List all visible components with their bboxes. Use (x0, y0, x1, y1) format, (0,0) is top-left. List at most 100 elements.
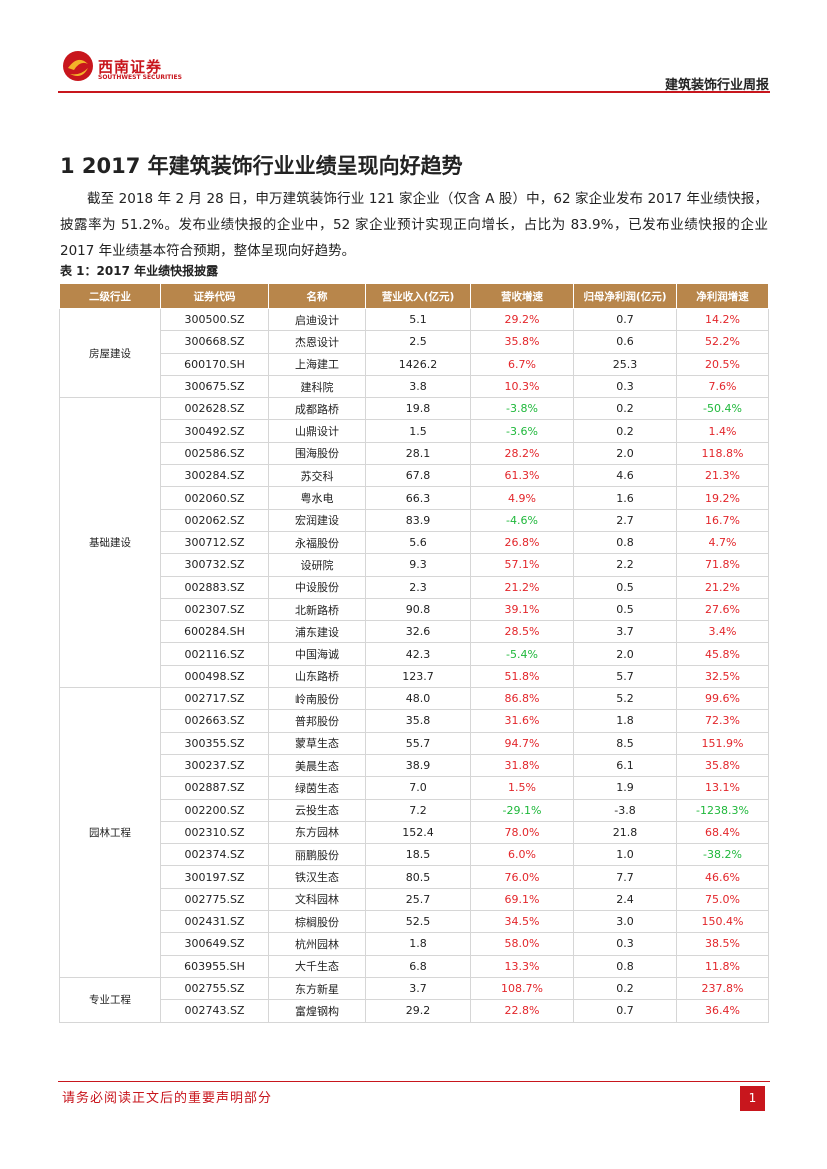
table-cell: 51.8% (470, 664, 574, 689)
table-row: 300492.SZ 山鼎设计 1.5 -3.6% 0.2 1.4% (60, 419, 769, 443)
table-cell: 14.2% (676, 307, 769, 332)
table-cell: 16.7% (676, 508, 769, 532)
table-cell: 1426.2 (365, 352, 471, 376)
table-row: 002887.SZ 绿茵生态 7.0 1.5% 1.9 13.1% (60, 776, 769, 800)
table-cell: 11.8% (676, 954, 769, 978)
table-cell: 22.8% (470, 999, 574, 1023)
table-cell: 永福股份 (268, 530, 366, 555)
table-cell: 0.5 (573, 575, 677, 599)
table-cell: 成都路桥 (268, 397, 366, 421)
table-cell: 7.6% (676, 374, 769, 399)
table-cell: 18.5 (365, 843, 471, 867)
table-cell: 5.7 (573, 664, 677, 689)
table-row: 002062.SZ 宏润建设 83.9 -4.6% 2.7 16.7% (60, 508, 769, 532)
table-cell: 39.1% (470, 597, 574, 622)
table-cell: 蒙草生态 (268, 731, 366, 755)
table-cell: 10.3% (470, 374, 574, 399)
table-cell: 58.0% (470, 932, 574, 956)
industry-cell: 房屋建设 (59, 307, 161, 399)
table-row: 002743.SZ 富煌钢构 29.2 22.8% 0.7 36.4% (60, 999, 769, 1023)
table-row: 002060.SZ 粤水电 66.3 4.9% 1.6 19.2% (60, 486, 769, 510)
table-cell: 13.1% (676, 776, 769, 800)
table-cell: 2.0 (573, 642, 677, 666)
table-cell: 6.7% (470, 352, 574, 376)
table-cell: 21.2% (676, 575, 769, 599)
table-cell: 002586.SZ (160, 441, 269, 466)
table-cell: 4.9% (470, 486, 574, 510)
table-cell: 0.8 (573, 530, 677, 555)
page-number: 1 (740, 1086, 765, 1111)
table-cell: 123.7 (365, 664, 471, 689)
table-cell: 55.7 (365, 731, 471, 755)
table-cell: 6.8 (365, 954, 471, 978)
header-cell: 归母净利润(亿元) (573, 283, 677, 309)
table-cell: 7.2 (365, 798, 471, 822)
table-cell: 002775.SZ (160, 887, 269, 912)
table-cell: 0.2 (573, 419, 677, 443)
table-cell: 2.4 (573, 887, 677, 912)
table-cell: -5.4% (470, 642, 574, 666)
table-cell: 0.5 (573, 597, 677, 622)
table-cell: 1.4% (676, 419, 769, 443)
table-row: 000498.SZ 山东路桥 123.7 51.8% 5.7 32.5% (60, 664, 769, 689)
table-row: 002307.SZ 北新路桥 90.8 39.1% 0.5 27.6% (60, 597, 769, 622)
table-row: 002374.SZ 丽鹏股份 18.5 6.0% 1.0 -38.2% (60, 843, 769, 867)
table-row: 300712.SZ 永福股份 5.6 26.8% 0.8 4.7% (60, 530, 769, 555)
table-row: 002775.SZ 文科园林 25.7 69.1% 2.4 75.0% (60, 887, 769, 912)
table-row: 600284.SH 浦东建设 32.6 28.5% 3.7 3.4% (60, 620, 769, 644)
table-cell: 27.6% (676, 597, 769, 622)
table-row: 603955.SH 大千生态 6.8 13.3% 0.8 11.8% (60, 954, 769, 978)
table-cell: 300197.SZ (160, 865, 269, 889)
table-cell: 94.7% (470, 731, 574, 755)
table-cell: 21.2% (470, 575, 574, 599)
table-cell: 3.7 (365, 976, 471, 1001)
table-cell: 151.9% (676, 731, 769, 755)
table-cell: 32.5% (676, 664, 769, 689)
table-cell: 29.2% (470, 307, 574, 332)
table-cell: 7.7 (573, 865, 677, 889)
table-cell: 300668.SZ (160, 330, 269, 354)
table-cell: 2.7 (573, 508, 677, 532)
table-cell: 31.8% (470, 753, 574, 778)
table-cell: 72.3% (676, 709, 769, 733)
table-cell: 300500.SZ (160, 307, 269, 332)
table-cell: 启迪设计 (268, 307, 366, 332)
table-cell: 002883.SZ (160, 575, 269, 599)
table-row: 房屋建设 300500.SZ 启迪设计 5.1 29.2% 0.7 14.2% (59, 307, 769, 399)
table-cell: 83.9 (365, 508, 471, 532)
table-cell: 36.4% (676, 999, 769, 1023)
table-cell: 0.2 (573, 397, 677, 421)
table-cell: -1238.3% (676, 798, 769, 822)
table-cell: 002374.SZ (160, 843, 269, 867)
table-cell: -3.8% (470, 397, 574, 421)
table-cell: 棕榈股份 (268, 910, 366, 934)
table-cell: -3.6% (470, 419, 574, 443)
table-cell: 富煌钢构 (268, 999, 366, 1023)
table-cell: 61.3% (470, 464, 574, 488)
table-cell: 2.2 (573, 553, 677, 577)
industry-cell: 园林工程 (59, 687, 161, 978)
table-cell: 围海股份 (268, 441, 366, 466)
table-cell: 19.8 (365, 397, 471, 421)
table-cell: 山鼎设计 (268, 419, 366, 443)
table-cell: 600170.SH (160, 352, 269, 376)
table-cell: 29.2 (365, 999, 471, 1023)
table-cell: 603955.SH (160, 954, 269, 978)
table-cell: 1.5% (470, 776, 574, 800)
table-cell: 002887.SZ (160, 776, 269, 800)
table-cell: 山东路桥 (268, 664, 366, 689)
table-cell: 000498.SZ (160, 664, 269, 689)
header-cell: 营收增速 (470, 283, 574, 309)
table-cell: 北新路桥 (268, 597, 366, 622)
table-cell: 铁汉生态 (268, 865, 366, 889)
table-cell: 中国海诚 (268, 642, 366, 666)
table-cell: 宏润建设 (268, 508, 366, 532)
table-cell: 东方新星 (268, 976, 366, 1001)
table-cell: 2.0 (573, 441, 677, 466)
table-cell: 99.6% (676, 687, 769, 711)
table-cell: 300237.SZ (160, 753, 269, 778)
table-cell: 上海建工 (268, 352, 366, 376)
table-cell: 5.1 (365, 307, 471, 332)
logo-subtext: SOUTHWEST SECURITIES (98, 74, 182, 81)
